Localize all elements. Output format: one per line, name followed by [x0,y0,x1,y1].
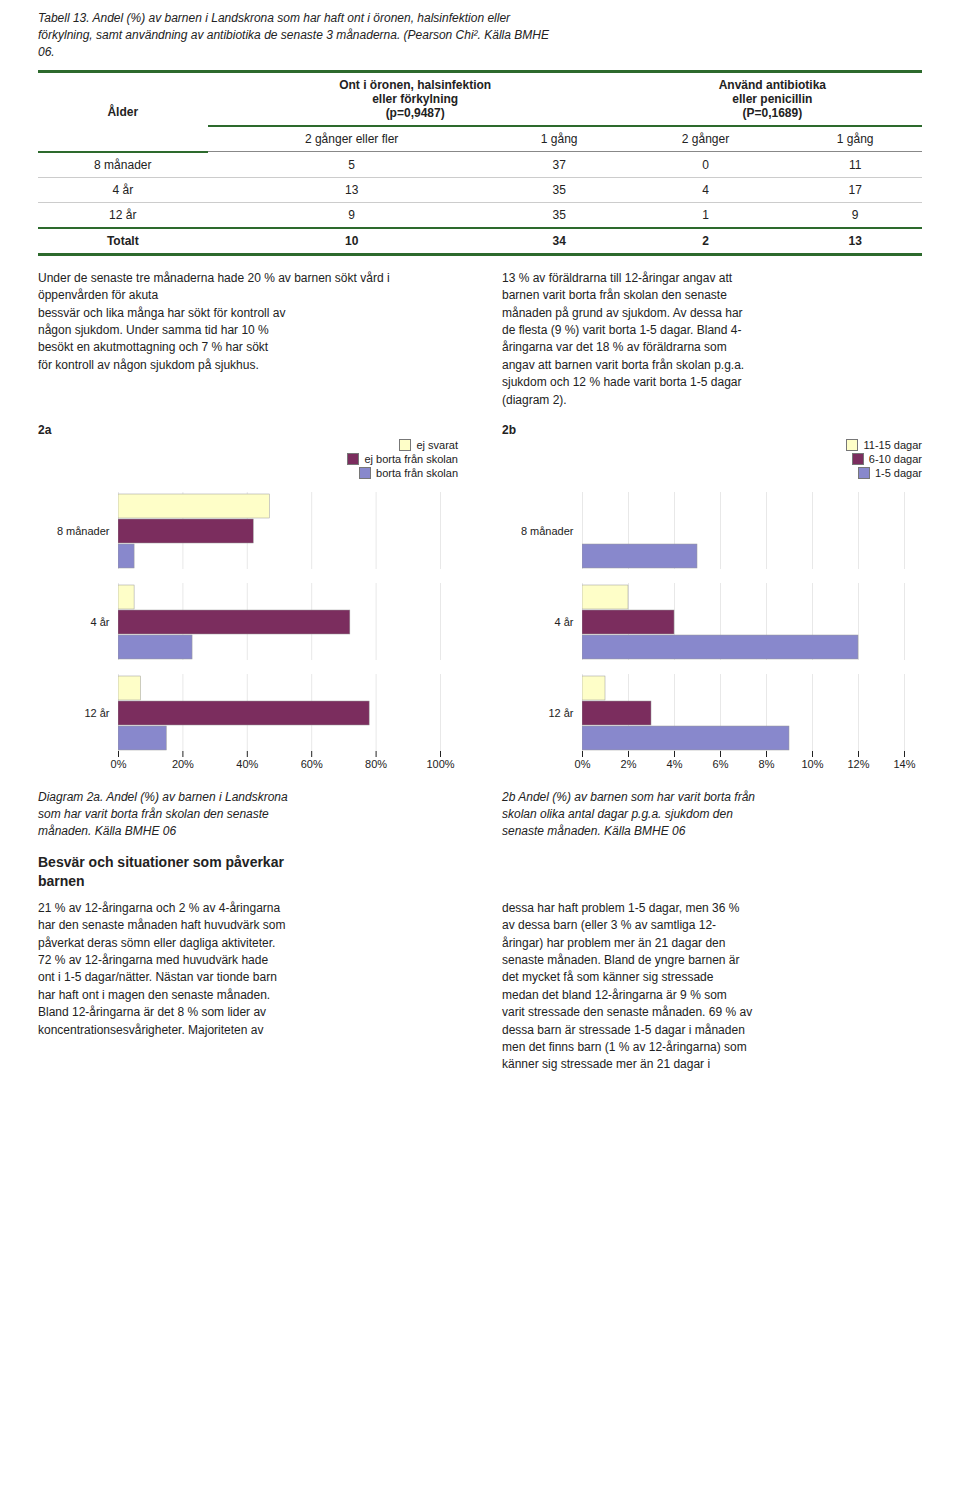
html-text:1 gång: 1 gång [836,132,874,147]
svg-text:4 år: 4 år [91,616,110,628]
html-text:Ont i öronen, halsinfektion el: Ont i öronen, halsinfektion eller förkyl… [339,78,492,121]
svg-text:8%: 8% [759,758,775,770]
html-text:2 gånger eller fler: 2 gånger eller fler [304,132,399,147]
html-text:Ålder: Ålder [107,105,139,120]
html-text:13: 13 [848,233,862,248]
html-text:2: 2 [702,233,709,248]
html-text:34: 34 [552,233,566,248]
html-text:2a: 2a [38,423,52,437]
html-text:Under de senaste tre månaderna: Under de senaste tre månaderna hade 20 %… [38,270,390,372]
html-text:4 år: 4 år [112,182,134,197]
html-text:2b Andel (%) av barnen som har: 2b Andel (%) av barnen som har varit bor… [502,790,755,838]
svg-text:8 månader: 8 månader [57,525,110,537]
html-text:dessa har haft problem 1-5 dag: dessa har haft problem 1-5 dagar, men 36… [502,900,753,1072]
html-text:35: 35 [552,207,566,222]
html-text:8 månader: 8 månader [94,157,152,172]
html-text:0: 0 [702,157,709,172]
svg-text:8 månader: 8 månader [521,525,574,537]
html-text:1: 1 [702,207,709,222]
html-text:1-5 dagar: 1-5 dagar [874,467,922,479]
html-text:2b: 2b [502,423,516,437]
html-text:17: 17 [848,182,862,197]
svg-text:2%: 2% [621,758,637,770]
svg-text:4 år: 4 år [555,616,574,628]
svg-text:14%: 14% [893,758,915,770]
html-text:5: 5 [348,157,355,172]
html-text:Totalt: Totalt [106,233,139,248]
svg-text:10%: 10% [801,758,823,770]
html-text:10: 10 [345,233,359,248]
html-text:11: 11 [848,157,862,172]
html-text:37: 37 [552,157,566,172]
html-text:13: 13 [345,182,359,197]
html-text:1 gång: 1 gång [540,132,578,147]
svg-text:100%: 100% [426,758,454,770]
html-text:21 % av 12-åringarna och 2 % a: 21 % av 12-åringarna och 2 % av 4-åringa… [38,900,286,1037]
html-text:6-10 dagar: 6-10 dagar [868,453,922,465]
html-text:ej svarat: ej svarat [416,439,458,451]
html-text:11-15 dagar: 11-15 dagar [863,439,922,451]
html-text:Använd antibiotika eller penic: Använd antibiotika eller penicillin (P=0… [718,78,826,121]
html-text:35: 35 [552,182,566,197]
html-text:4: 4 [702,182,709,197]
html-text:ej borta från skolan: ej borta från skolan [364,453,458,465]
svg-text:0%: 0% [575,758,591,770]
svg-text:20%: 20% [172,758,194,770]
svg-text:6%: 6% [713,758,729,770]
svg-text:12 år: 12 år [548,707,573,719]
html-text:Diagram 2a. Andel (%) av barne: Diagram 2a. Andel (%) av barnen i Landsk… [38,790,288,838]
html-text:9: 9 [851,207,859,222]
svg-text:12 år: 12 år [84,707,109,719]
svg-text:0%: 0% [111,758,127,770]
html-text:9: 9 [348,207,355,222]
html-text:Besvär och situationer som påv: Besvär och situationer som påverkar barn… [38,854,284,889]
svg-text:12%: 12% [847,758,869,770]
svg-text:80%: 80% [365,758,387,770]
html-text:Tabell 13. Andel (%) av barnen: Tabell 13. Andel (%) av barnen i Landskr… [38,11,549,59]
svg-text:40%: 40% [236,758,258,770]
svg-text:4%: 4% [667,758,683,770]
html-text:12 år: 12 år [109,207,137,222]
svg-text:60%: 60% [301,758,323,770]
html-text:borta från skolan: borta från skolan [376,467,458,479]
html-text:13 % av föräldrarna till 12-år: 13 % av föräldrarna till 12-åringar anga… [502,270,745,407]
html-text:2 gånger: 2 gånger [681,132,730,147]
